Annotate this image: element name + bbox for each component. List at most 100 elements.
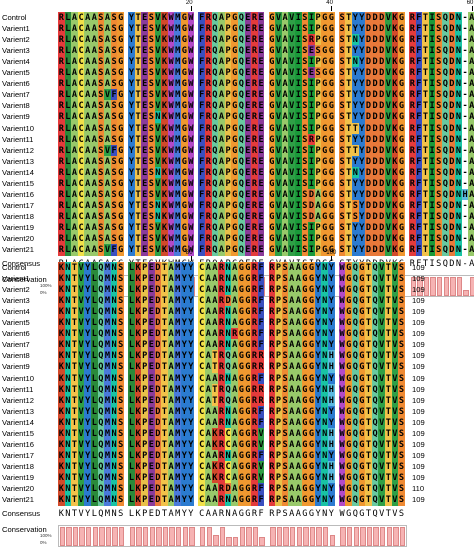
residue: V	[391, 483, 399, 495]
residue: G	[345, 405, 352, 418]
residue: F	[415, 78, 423, 91]
residue: S	[338, 221, 346, 234]
residue: Q	[371, 427, 379, 440]
residue: L	[64, 122, 72, 135]
residue: A	[91, 45, 98, 58]
residue: G	[398, 56, 405, 69]
residue: A	[231, 295, 238, 308]
residue: S	[97, 155, 105, 168]
residue: E	[257, 45, 265, 58]
residue: P	[224, 100, 232, 113]
residue: D	[378, 133, 385, 146]
residue: M	[174, 427, 181, 440]
residue: N	[154, 166, 162, 179]
residue: V	[385, 12, 392, 24]
residue: V	[391, 306, 399, 319]
residue: G	[231, 177, 238, 190]
residue: G	[398, 34, 405, 47]
residue: E	[257, 244, 265, 257]
residue: S	[281, 361, 289, 374]
residue: R	[205, 34, 212, 47]
residue: I	[428, 45, 436, 58]
residue: E	[148, 449, 155, 462]
residue: E	[244, 144, 252, 157]
residue: S	[281, 306, 289, 319]
consensus-residue: V	[392, 509, 398, 520]
residue: V	[378, 284, 385, 297]
residue: F	[415, 188, 423, 201]
residue: D	[371, 155, 379, 168]
residue: G	[328, 166, 335, 179]
residue: Q	[352, 427, 359, 440]
residue: E	[257, 199, 265, 212]
residue: D	[371, 199, 379, 212]
residue: C	[77, 23, 85, 36]
residue: L	[128, 383, 135, 396]
residue: Q	[352, 339, 359, 352]
residue: V	[385, 233, 392, 245]
residue: Y	[84, 361, 91, 374]
residue: T	[385, 317, 392, 330]
residue: R	[218, 295, 225, 308]
residue: R	[268, 427, 276, 440]
residue: A	[71, 233, 78, 245]
residue: A	[468, 56, 474, 69]
residue: A	[104, 155, 111, 168]
residue: I	[308, 233, 315, 245]
residue: I	[308, 244, 315, 257]
residue: G	[358, 394, 366, 407]
residue: A	[211, 328, 219, 341]
residue: F	[415, 244, 423, 257]
residue: A	[288, 483, 295, 495]
residue: S	[110, 155, 118, 168]
residue: F	[198, 23, 205, 36]
residue: I	[428, 78, 436, 91]
residue: G	[238, 416, 245, 429]
residue: K	[391, 111, 399, 124]
residue: G	[181, 23, 188, 36]
residue: V	[391, 273, 399, 286]
residue: K	[391, 45, 399, 58]
residue: T	[345, 122, 352, 135]
residue: A	[91, 34, 98, 47]
residue: T	[385, 306, 392, 319]
residue: N	[110, 262, 118, 274]
residue: N	[321, 284, 328, 297]
residue: T	[365, 350, 372, 363]
residue: Y	[84, 372, 91, 385]
residue: E	[148, 460, 155, 473]
residue: D	[448, 155, 456, 168]
residue: A	[295, 471, 302, 484]
residue: K	[391, 133, 399, 146]
residue: T	[161, 483, 168, 495]
residue: T	[161, 460, 168, 473]
residue: M	[104, 427, 111, 440]
sequence-end-position: 109	[412, 428, 425, 438]
residue: Q	[352, 317, 359, 330]
residue: F	[257, 494, 265, 507]
residue: T	[161, 427, 168, 440]
residue: Y	[128, 210, 135, 223]
residue: V	[378, 339, 385, 352]
residue: G	[231, 133, 238, 146]
residue: G	[117, 89, 124, 102]
residue: K	[161, 111, 168, 124]
residue: N	[224, 416, 232, 429]
residue: G	[358, 438, 366, 451]
residue: T	[134, 221, 142, 234]
residue: R	[205, 199, 212, 212]
residue: Q	[97, 471, 105, 484]
residue: Q	[97, 372, 105, 385]
residue: F	[415, 233, 423, 245]
residue: A	[231, 449, 238, 462]
residue: C	[224, 460, 232, 473]
residue: Y	[181, 284, 188, 297]
sequence-name: Control	[2, 13, 27, 22]
residue: V	[391, 284, 399, 297]
residue: A	[231, 438, 238, 451]
residue: A	[281, 144, 289, 157]
residue: C	[198, 328, 205, 341]
residue: G	[268, 188, 276, 201]
residue: E	[148, 350, 155, 363]
residue: I	[428, 34, 436, 47]
